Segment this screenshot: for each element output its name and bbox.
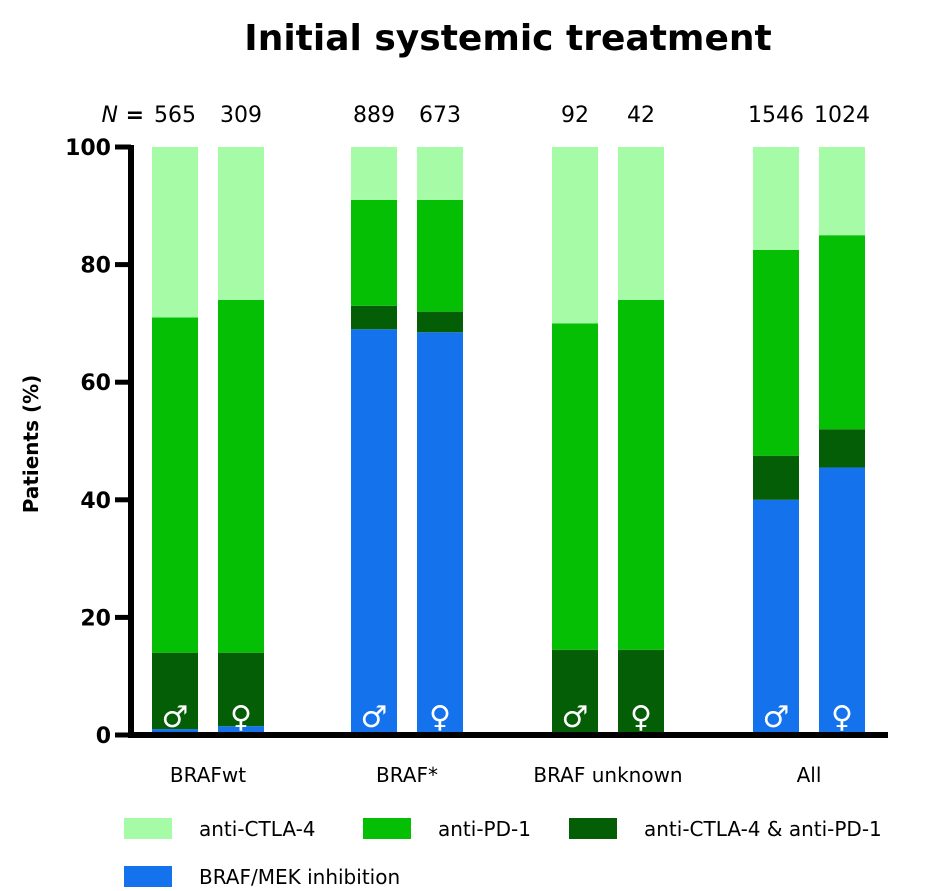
bar-segment xyxy=(819,147,865,236)
bar-segment xyxy=(351,147,397,200)
bar-segment xyxy=(152,317,198,653)
bar-segment xyxy=(819,235,865,430)
sex-symbol: ♂ xyxy=(162,700,189,735)
bar-segment xyxy=(618,299,664,650)
n-label: 673 xyxy=(419,103,461,128)
bar-segment xyxy=(351,199,397,306)
n-label: 42 xyxy=(627,103,655,128)
legend-swatch xyxy=(124,818,172,839)
y-axis-label: Patients (%) xyxy=(19,375,43,514)
bar-segment xyxy=(552,147,598,324)
y-tick-label: 60 xyxy=(80,371,111,396)
bar-segment xyxy=(552,323,598,650)
bars-layer xyxy=(152,147,865,735)
y-tick-label: 20 xyxy=(80,606,111,631)
n-label: 889 xyxy=(353,103,395,128)
legend-label: anti-PD-1 xyxy=(438,817,531,841)
bar-segment xyxy=(819,467,865,735)
sex-symbol: ♀ xyxy=(429,700,451,735)
legend-swatch xyxy=(124,866,172,887)
sex-symbol: ♂ xyxy=(763,700,790,735)
axes-layer: 0 20 40 60 80 100 xyxy=(65,136,888,749)
labels-layer: ♂ 565 ♀ 309 BRAFwt ♂ 889 ♀ 673 BRAF* ♂ 92 ♀ 42 BRAF un… xyxy=(101,103,870,787)
bar-segment xyxy=(753,499,799,735)
bar-segment xyxy=(351,329,397,735)
bar-segment xyxy=(218,299,264,653)
legend: anti-CTLA-4 anti-PD-1 anti-CTLA-4 & anti-P… xyxy=(124,817,882,889)
sex-symbol: ♂ xyxy=(562,700,589,735)
legend-label: anti-CTLA-4 & anti-PD-1 xyxy=(644,817,882,841)
sex-symbol: ♀ xyxy=(831,700,853,735)
legend-label: BRAF/MEK inhibition xyxy=(199,865,400,889)
bar-segment xyxy=(218,147,264,300)
bar-segment xyxy=(218,652,264,727)
category-label: All xyxy=(797,763,822,787)
y-tick-label: 40 xyxy=(80,489,111,514)
chart-title: Initial systemic treatment xyxy=(244,18,771,59)
bar-segment xyxy=(819,429,865,468)
sex-symbol: ♀ xyxy=(230,700,252,735)
y-tick-label: 0 xyxy=(96,724,111,749)
bar-segment xyxy=(753,455,799,500)
bar-segment xyxy=(218,726,264,735)
bar-segment xyxy=(417,147,463,200)
y-tick-label: 80 xyxy=(80,254,111,279)
bar-segment xyxy=(351,305,397,330)
legend-swatch xyxy=(363,818,411,839)
n-label: 1024 xyxy=(814,103,870,128)
sex-symbol: ♀ xyxy=(630,700,652,735)
bar-segment xyxy=(417,199,463,312)
bar-segment xyxy=(152,652,198,730)
n-prefix: N = xyxy=(101,103,144,128)
bar-segment xyxy=(753,249,799,456)
bar-segment xyxy=(152,147,198,318)
n-label: 92 xyxy=(561,103,589,128)
legend-label: anti-CTLA-4 xyxy=(199,817,316,841)
n-label: 565 xyxy=(154,103,196,128)
bar-segment xyxy=(417,311,463,333)
bar-segment xyxy=(618,147,664,300)
bar-segment xyxy=(552,649,598,733)
category-label: BRAF unknown xyxy=(533,763,682,787)
y-tick-label: 100 xyxy=(65,136,111,161)
n-label: 1546 xyxy=(748,103,804,128)
sex-symbol: ♂ xyxy=(361,700,388,735)
bar-segment xyxy=(618,649,664,733)
category-label: BRAF* xyxy=(376,763,438,787)
legend-swatch xyxy=(569,818,617,839)
bar-segment xyxy=(417,332,463,735)
n-label: 309 xyxy=(220,103,262,128)
bar-segment xyxy=(753,147,799,250)
category-label: BRAFwt xyxy=(170,763,246,787)
